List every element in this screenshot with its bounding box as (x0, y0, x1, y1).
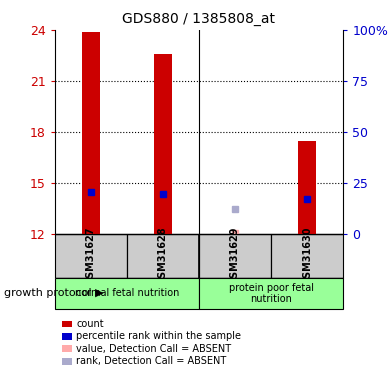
Text: protein poor fetal
nutrition: protein poor fetal nutrition (229, 283, 314, 304)
Text: normal fetal nutrition: normal fetal nutrition (74, 288, 179, 298)
Bar (199, 234, 271, 278)
Bar (55, 234, 127, 278)
Bar (298, 141, 316, 234)
Bar (271, 234, 343, 278)
Text: GSM31627: GSM31627 (86, 226, 96, 285)
Bar (199, 278, 343, 309)
Bar (154, 54, 172, 234)
Text: GSM31629: GSM31629 (230, 226, 240, 285)
Bar (127, 234, 199, 278)
Bar (55, 278, 199, 309)
Text: GSM31628: GSM31628 (158, 226, 168, 285)
Text: value, Detection Call = ABSENT: value, Detection Call = ABSENT (76, 344, 231, 354)
Title: GDS880 / 1385808_at: GDS880 / 1385808_at (122, 12, 275, 26)
Bar (82, 32, 100, 234)
Text: percentile rank within the sample: percentile rank within the sample (76, 332, 241, 341)
Text: growth protocol ▶: growth protocol ▶ (4, 288, 103, 298)
Text: rank, Detection Call = ABSENT: rank, Detection Call = ABSENT (76, 356, 226, 366)
Text: count: count (76, 319, 104, 329)
Text: GSM31630: GSM31630 (302, 226, 312, 285)
